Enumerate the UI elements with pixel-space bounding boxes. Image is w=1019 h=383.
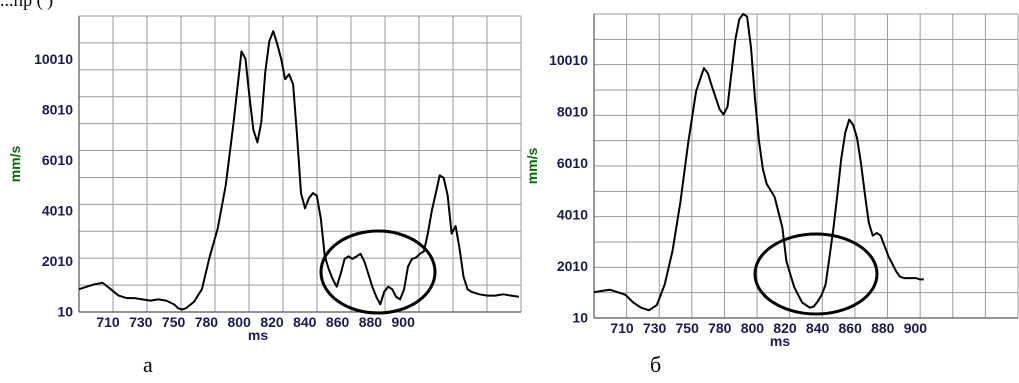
x-tick-label: 840 (806, 320, 830, 336)
caption-a: а (143, 352, 153, 377)
x-tick-label: 900 (904, 320, 928, 336)
x-tick-label: 860 (839, 320, 863, 336)
y-tick-label: 8010 (557, 104, 588, 120)
x-tick-label: 820 (260, 314, 284, 330)
x-tick-label: 730 (129, 314, 153, 330)
y-tick-label: 2010 (557, 258, 588, 274)
chart-panel-a: 10 2010 4010 6010 8010 10010 710 730 750 780 800 82… (7, 15, 522, 343)
y-tick-label: 4010 (557, 207, 588, 223)
x-tick-label: 750 (162, 314, 186, 330)
x-tick-label: 900 (392, 314, 416, 330)
x-tick-label: 800 (741, 320, 765, 336)
y-tick-label: 10010 (549, 52, 588, 68)
x-axis-label: ms (770, 333, 790, 349)
chart-panel-b: 10 2010 4010 6010 8010 10010 710 730 750 780 800 82… (510, 0, 1019, 383)
y-tick-label: 10 (57, 304, 73, 320)
x-tick-label: 780 (195, 314, 219, 330)
x-tick-label: 730 (643, 320, 667, 336)
annotation-ellipse (753, 232, 879, 316)
x-axis-label: ms (248, 327, 268, 343)
y-tick-label: 6010 (557, 155, 588, 171)
y-tick-label: 6010 (42, 152, 73, 168)
x-tick-label: 880 (871, 320, 895, 336)
y-tick-label: 10010 (34, 51, 73, 67)
y-tick-label: 10 (572, 310, 588, 326)
chart-b-svg: 10 2010 4010 6010 8010 10010 710 730 750 780 800 82… (524, 13, 1019, 349)
x-tick-label: 780 (708, 320, 732, 336)
y-axis-label: mm/s (7, 146, 23, 183)
x-tick-label: 880 (359, 314, 383, 330)
chart-a-svg: 10 2010 4010 6010 8010 10010 710 730 750 780 800 82… (7, 15, 522, 343)
caption-b: б (650, 352, 662, 377)
series-line (593, 13, 924, 312)
x-tick-label: 860 (326, 314, 350, 330)
annotation-ellipse (319, 229, 437, 315)
y-axis-label: mm/s (524, 148, 540, 185)
y-tick-label: 2010 (42, 253, 73, 269)
x-tick-label: 800 (228, 314, 252, 330)
x-tick-label: 840 (293, 314, 317, 330)
y-tick-label: 8010 (42, 101, 73, 117)
y-tick-label: 4010 (42, 203, 73, 219)
x-tick-label: 710 (96, 314, 120, 330)
x-tick-label: 750 (676, 320, 700, 336)
x-tick-label: 710 (610, 320, 634, 336)
grid (593, 13, 1019, 319)
grid (78, 15, 522, 313)
x-tick-label: 820 (773, 320, 797, 336)
cropped-top-text: ...пр ( ) (0, 0, 54, 10)
